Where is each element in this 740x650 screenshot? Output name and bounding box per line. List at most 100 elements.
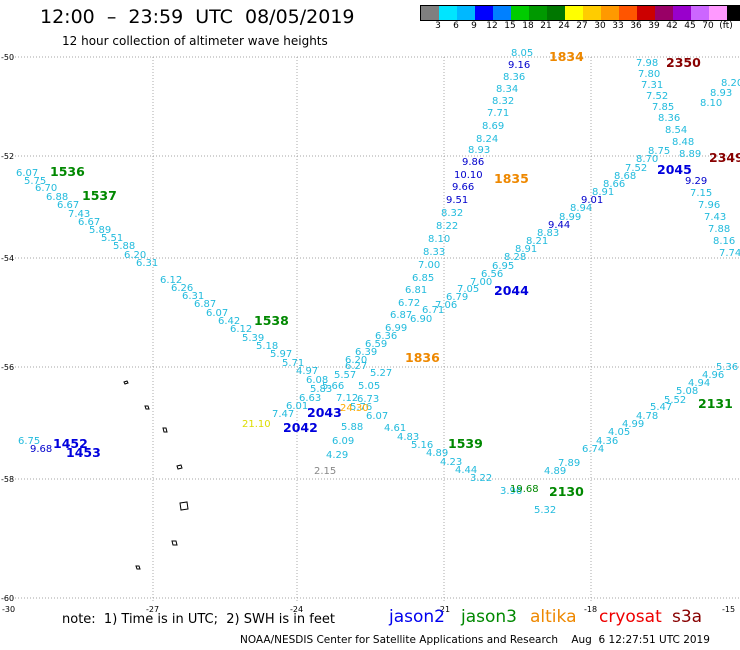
wave-height-value: 6.73: [357, 394, 379, 405]
land-islands: [123, 380, 189, 570]
wave-height-value: 6.20: [124, 250, 146, 261]
wave-height-value: 5.08: [676, 386, 698, 397]
legend-swatch: [493, 6, 511, 20]
wave-height-value: 6.07: [366, 411, 388, 422]
wave-height-value: 8.99: [559, 212, 581, 223]
wave-height-value: 8.24: [476, 134, 498, 145]
legend-label: 3: [435, 21, 441, 31]
wave-height-value: 8.20: [721, 78, 740, 89]
wave-height-value: 7.06: [435, 300, 457, 311]
wave-height-value: 5.52: [664, 395, 686, 406]
color-scale-legend: [420, 5, 740, 21]
legend-label: 21: [540, 21, 552, 31]
wave-height-value: 4.78: [636, 411, 658, 422]
legend-label: 70: [702, 21, 714, 31]
wave-height-value: 6.74: [582, 444, 604, 455]
wave-height-value: 6.87: [194, 299, 216, 310]
wave-height-value: 9.86: [462, 157, 484, 168]
wave-height-value: 8.21: [526, 236, 548, 247]
pass-label: 2130: [549, 484, 584, 499]
wave-height-value: 6.39: [355, 347, 377, 358]
wave-height-value: 5.16: [411, 440, 433, 451]
wave-height-value: 8.48: [672, 137, 694, 148]
wave-height-value: 6.88: [46, 192, 68, 203]
wave-height-value: 6.71: [422, 305, 444, 316]
wave-height-value: 21.10: [242, 419, 271, 430]
legend-label: 30: [594, 21, 606, 31]
wave-height-value: 5.76: [350, 402, 372, 413]
pass-label: 2131: [698, 396, 733, 411]
wave-height-value: 8.33: [423, 247, 445, 258]
wave-height-value: 7.43: [704, 212, 726, 223]
satellite-altika: altika: [530, 607, 577, 627]
lat-label: -60: [1, 594, 14, 603]
wave-height-value: 8.10: [700, 98, 722, 109]
legend-swatch: [547, 6, 565, 20]
pass-label: 1452: [53, 436, 88, 451]
wave-height-value: 8.32: [441, 208, 463, 219]
wave-height-value: 7.00: [418, 260, 440, 271]
wave-height-value: 5.51: [101, 233, 123, 244]
pass-label: 1453: [66, 445, 101, 460]
wave-height-value: 6.07: [206, 308, 228, 319]
wave-height-value: 7.43: [68, 209, 90, 220]
wave-height-value: 6.12: [160, 275, 182, 286]
wave-height-value: 7.47: [272, 409, 294, 420]
wave-height-value: 4.23: [440, 457, 462, 468]
legend-swatch: [565, 6, 583, 20]
legend-swatch: [601, 6, 619, 20]
wave-height-value: 5.57: [334, 370, 356, 381]
wave-height-value: 5.47: [650, 402, 672, 413]
footer-note: note: 1) Time is in UTC; 2) SWH is in fe…: [62, 612, 335, 627]
wave-height-value: 4.61: [384, 423, 406, 434]
legend-label: 24: [558, 21, 570, 31]
legend-swatch: [673, 6, 691, 20]
lon-label: -30: [2, 605, 15, 614]
legend-swatch: [655, 6, 673, 20]
lat-label: -52: [1, 152, 14, 161]
wave-height-value: 6.63: [299, 393, 321, 404]
legend-swatch: [583, 6, 601, 20]
wave-height-value: 5.36: [716, 362, 738, 373]
wave-height-value: 4.89: [544, 466, 566, 477]
legend-label: 6: [453, 21, 459, 31]
pass-label: 1835: [494, 171, 529, 186]
pass-label: 2045: [657, 162, 692, 177]
wave-height-value: 8.93: [710, 88, 732, 99]
wave-height-value: 5.75: [24, 176, 46, 187]
wave-height-value: 8.32: [492, 96, 514, 107]
wave-height-value: 6.85: [412, 273, 434, 284]
legend-swatch: [709, 6, 727, 20]
wave-height-value: 7.31: [641, 80, 663, 91]
wave-height-value: 7.12: [336, 393, 358, 404]
wave-height-value: 19.68: [510, 484, 539, 495]
page-title: 12:00 – 23:59 UTC 08/05/2019: [40, 6, 355, 28]
satellite-cryosat: cryosat: [599, 607, 662, 627]
legend-label: 9: [471, 21, 477, 31]
wave-height-value: 8.34: [496, 84, 518, 95]
wave-height-value: 6.01: [286, 401, 308, 412]
pass-label: 2349: [709, 150, 740, 165]
wave-height-value: 4.89: [426, 448, 448, 459]
wave-height-value: 8.36: [658, 113, 680, 124]
wave-height-value: 10.10: [454, 170, 483, 181]
wave-height-value: 6.08: [306, 375, 328, 386]
wave-height-value: 5.88: [341, 422, 363, 433]
legend-swatch: [727, 6, 740, 20]
satellite-jason3: jason3: [461, 607, 517, 627]
wave-height-value: 5.05: [358, 381, 380, 392]
wave-height-value: 4.97: [296, 366, 318, 377]
wave-height-value: 8.68: [614, 171, 636, 182]
pass-label: 2043: [307, 405, 342, 420]
wave-height-value: 8.93: [468, 145, 490, 156]
wave-height-value: 7.88: [708, 224, 730, 235]
wave-height-points: 6.075.756.706.886.677.436.675.895.515.88…: [16, 48, 740, 516]
wave-height-value: 6.67: [57, 200, 79, 211]
pass-label: 1836: [405, 350, 440, 365]
wave-height-value: 9.01: [581, 195, 603, 206]
pass-label: 1834: [549, 49, 584, 64]
wave-height-value: 6.36: [375, 331, 397, 342]
wave-height-value: 5.89: [89, 225, 111, 236]
